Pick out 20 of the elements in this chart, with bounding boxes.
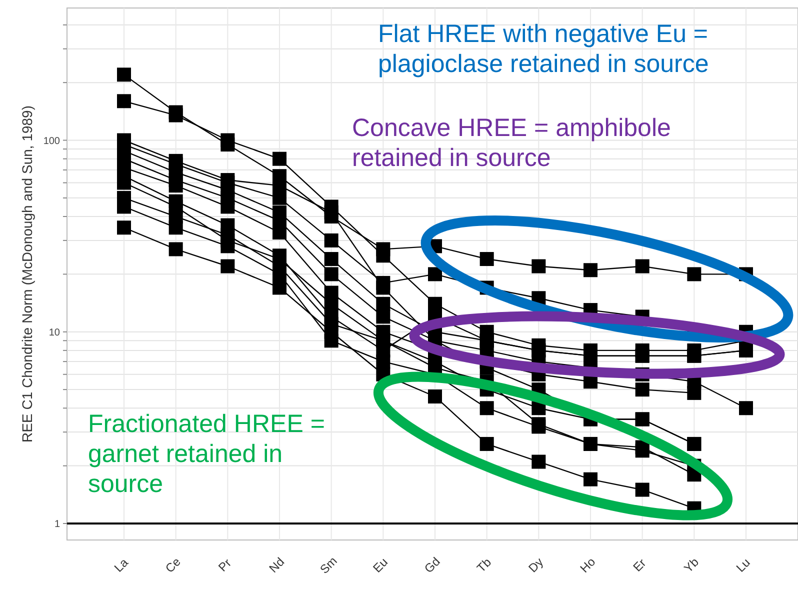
x-tick-label: Ce [162,554,184,576]
annotation: Flat HREE with negative Eu = plagioclase retained in source [378,20,709,78]
x-tick-label: Pr [216,556,234,574]
annotation: Fractionated HREE = garnet retained in source [88,410,325,498]
y-tick-label: 1 [54,518,60,530]
x-tick-label: Gd [422,554,443,576]
x-tick-label: Lu [734,556,753,575]
x-tick-label: Tb [474,555,494,576]
x-tick-label: Sm [317,554,340,576]
x-tick-label: Ho [577,554,598,576]
y-tick-label: 10 [48,327,60,338]
x-tick-label: La [112,555,132,575]
annotation: Concave HREE = amphibole retained in source [352,114,671,172]
x-tick-label: Dy [526,555,546,576]
x-tick-label: Yb [681,554,702,576]
x-tick-label: Eu [370,555,390,576]
x-tick-label: Nd [266,554,288,576]
x-tick-label: Er [630,556,649,574]
y-tick-label: 100 [43,136,60,147]
y-axis-title: REE C1 Chondrite Norm (McDonough and Sun, 1989) [19,106,35,442]
